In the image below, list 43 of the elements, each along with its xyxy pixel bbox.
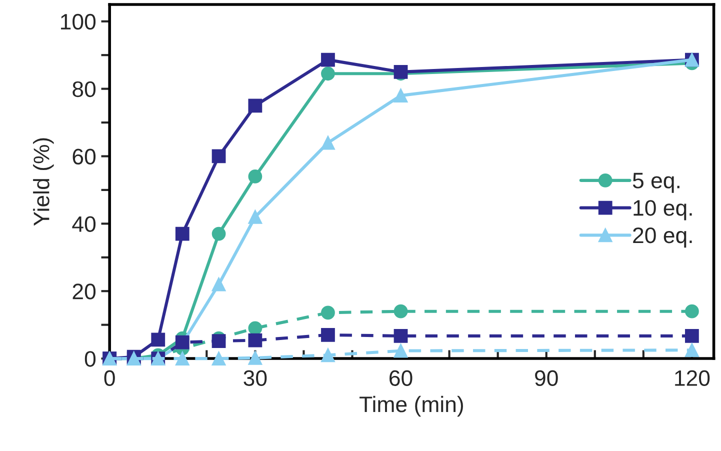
point [248, 210, 262, 224]
x-tick-label: 30 [244, 370, 267, 386]
point [248, 350, 262, 365]
y-tick-label: 80 [72, 81, 96, 98]
point [394, 344, 408, 358]
point [321, 52, 335, 67]
y-tick-label: 0 [84, 351, 96, 367]
point [685, 329, 699, 343]
point [321, 306, 335, 320]
point [175, 352, 190, 366]
point [685, 304, 699, 318]
point [394, 88, 408, 102]
point [151, 332, 166, 347]
point [212, 149, 226, 164]
point [175, 226, 190, 241]
y-tick-label: 100 [61, 14, 96, 30]
x-tick-label: 60 [390, 370, 412, 386]
point [212, 226, 226, 241]
legend-label: 20 eq. [633, 227, 692, 248]
legend-label: 10 eq. [634, 200, 692, 220]
point [394, 304, 408, 318]
point [685, 343, 699, 358]
x-axis-title: Time (min) [360, 396, 463, 417]
y-tick-label: 60 [72, 148, 96, 165]
point [212, 352, 226, 366]
point [248, 321, 262, 336]
legend-label: 5 eq. [632, 172, 680, 193]
point [321, 328, 335, 342]
point [321, 348, 335, 362]
point [248, 170, 262, 184]
point [212, 277, 226, 292]
point [248, 333, 262, 348]
point [321, 136, 335, 150]
point [321, 66, 335, 81]
x-tick-label: 120 [675, 370, 710, 386]
y-tick-label: 20 [72, 284, 96, 300]
point [212, 334, 226, 348]
point [394, 329, 408, 343]
y-axis-title: Yield (%) [33, 138, 54, 226]
x-tick-label: 0 [104, 370, 115, 386]
y-tick-label: 40 [72, 216, 96, 232]
point [248, 98, 262, 113]
x-tick-label: 90 [535, 370, 558, 386]
